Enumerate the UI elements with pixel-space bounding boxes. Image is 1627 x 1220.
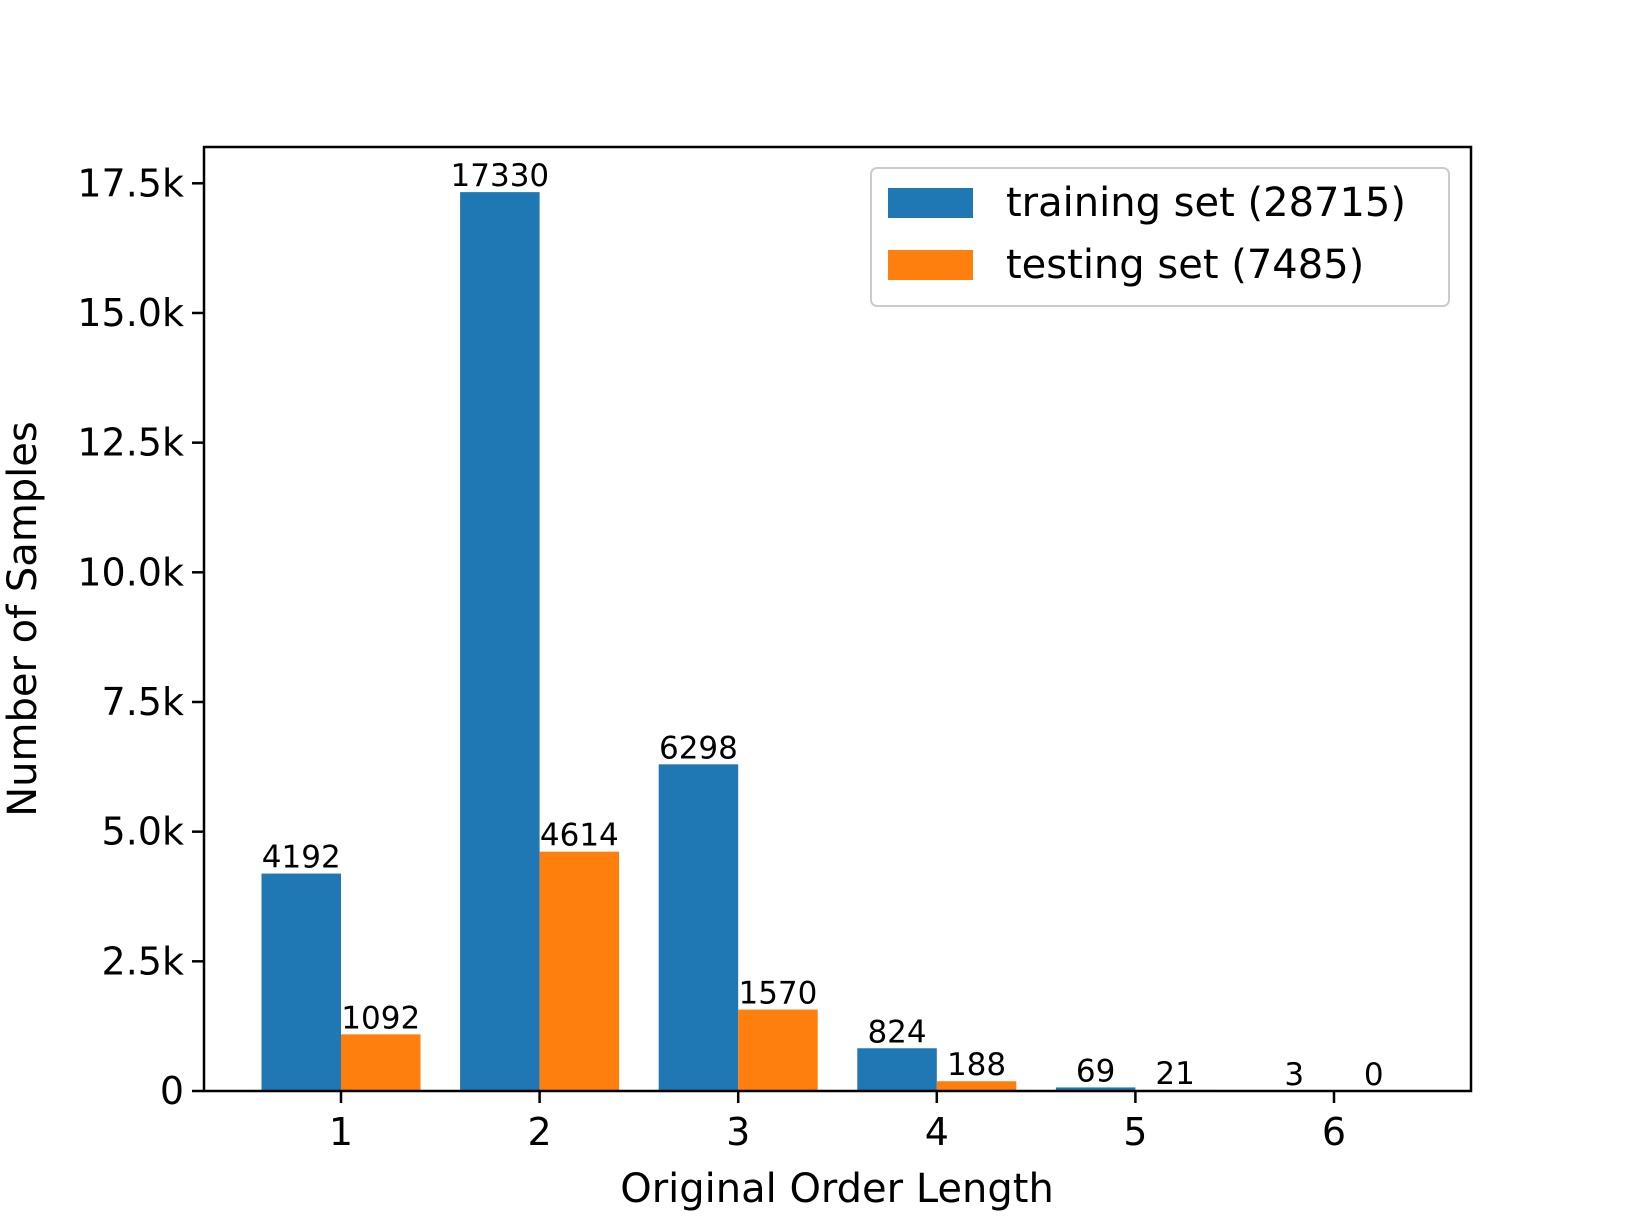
y-tick-label-3: 7.5k	[102, 680, 184, 724]
bar-testing-1	[341, 1034, 421, 1091]
legend: training set (28715) testing set (7485)	[870, 167, 1450, 307]
y-tick-label-6: 15.0k	[77, 291, 184, 335]
bar-testing-3	[738, 1009, 818, 1091]
data-label-training-4: 824	[867, 1014, 926, 1050]
y-tick-label-2: 5.0k	[102, 810, 184, 854]
legend-swatch-training	[888, 188, 973, 218]
data-label-training-5: 69	[1076, 1053, 1115, 1089]
x-axis: 1 2 3 4 5 6	[329, 1091, 1346, 1154]
x-tick-label-2: 2	[528, 1110, 552, 1154]
bar-training-2	[460, 192, 540, 1092]
y-axis-label: Number of Samples	[0, 421, 46, 817]
legend-label-training: training set (28715)	[1006, 180, 1406, 226]
x-tick-label-4: 4	[925, 1110, 949, 1154]
x-axis-label: Original Order Length	[620, 1166, 1054, 1212]
data-label-training-6: 3	[1284, 1057, 1304, 1093]
y-tick-label-5: 12.5k	[77, 421, 184, 465]
bar-training-4	[857, 1048, 937, 1091]
legend-box	[870, 167, 1450, 307]
legend-swatch-testing	[888, 250, 973, 280]
x-tick-label-1: 1	[329, 1110, 353, 1154]
bar-training-5	[1055, 1087, 1136, 1091]
y-tick-label-1: 2.5k	[102, 939, 184, 983]
bar-training-1	[261, 873, 341, 1091]
y-tick-label-0: 0	[160, 1069, 184, 1113]
data-label-testing-1: 1092	[341, 1000, 420, 1036]
data-label-training-1: 4192	[262, 840, 341, 876]
data-label-testing-4: 188	[947, 1047, 1006, 1083]
y-tick-label-4: 10.0k	[77, 550, 184, 594]
data-label-testing-5: 21	[1155, 1056, 1194, 1092]
data-label-training-3: 6298	[659, 730, 738, 766]
data-labels-group: 4192 17330 6298 824 69 3 1092 4614 1570 188 21 0	[262, 158, 1384, 1093]
data-label-testing-2: 4614	[540, 818, 619, 854]
data-label-training-2: 17330	[451, 158, 550, 194]
data-label-testing-6: 0	[1364, 1057, 1384, 1093]
bars-group	[261, 192, 1334, 1092]
x-tick-label-5: 5	[1123, 1110, 1147, 1154]
y-tick-label-7: 17.5k	[77, 161, 184, 205]
legend-label-testing: testing set (7485)	[1006, 242, 1364, 288]
x-tick-label-3: 3	[726, 1110, 750, 1154]
y-axis: 0 2.5k 5.0k 7.5k 10.0k 12.5k 15.0k 17.5k	[77, 161, 204, 1113]
x-tick-label-6: 6	[1322, 1110, 1346, 1154]
data-label-testing-3: 1570	[738, 976, 817, 1012]
bar-training-3	[658, 764, 739, 1091]
bar-testing-4	[936, 1081, 1017, 1091]
plot-area-frame	[202, 145, 1473, 1093]
bar-testing-2	[539, 851, 620, 1091]
